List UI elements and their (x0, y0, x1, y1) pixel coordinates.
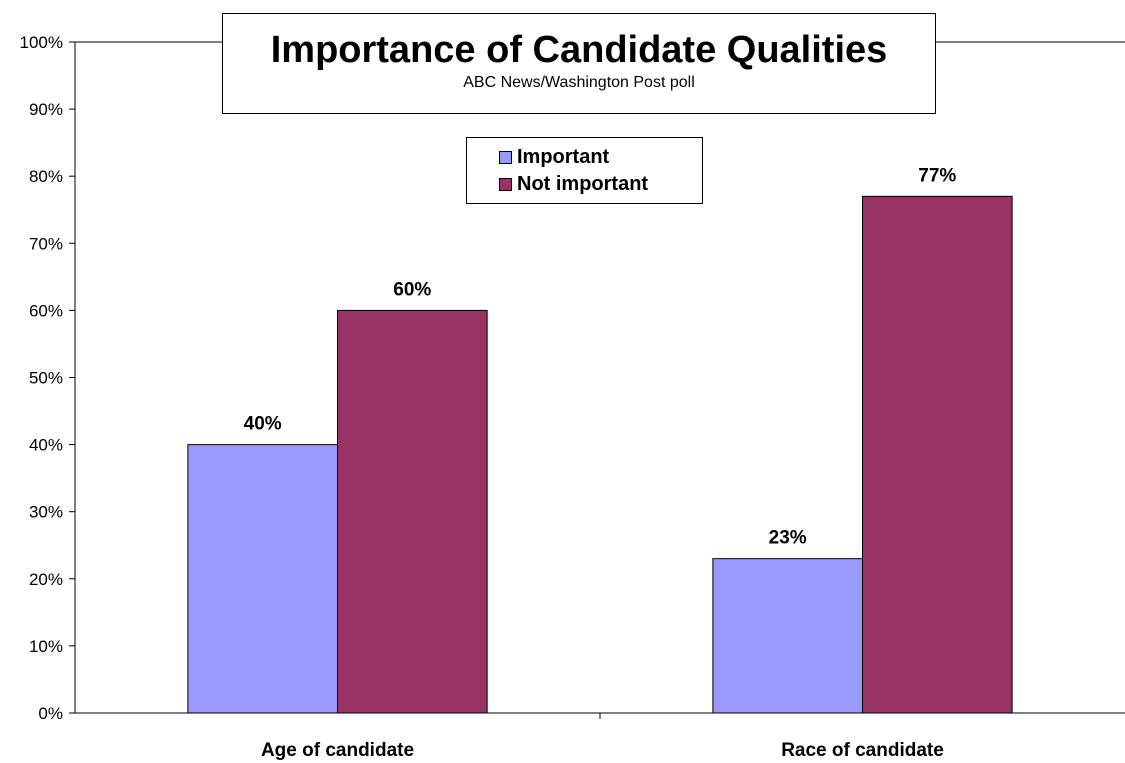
legend-label-important: Important (517, 146, 610, 168)
y-tick-label: 80% (29, 167, 63, 186)
legend-item-important: Important (499, 144, 702, 171)
y-tick-label: 0% (38, 704, 63, 723)
y-tick-label: 100% (20, 33, 63, 52)
data-label: 60% (393, 279, 431, 300)
legend-swatch-important (499, 151, 512, 164)
y-tick-label: 10% (29, 637, 63, 656)
data-label: 77% (918, 165, 956, 186)
legend-item-not-important: Not important (499, 171, 702, 198)
y-tick-label: 60% (29, 301, 63, 320)
legend-swatch-not-important (499, 178, 512, 191)
y-tick-label: 30% (29, 503, 63, 522)
x-tick-label: Race of candidate (781, 740, 944, 761)
x-tick-label: Age of candidate (261, 740, 414, 761)
y-tick-label: 40% (29, 436, 63, 455)
bar (862, 195, 1013, 714)
data-label: 40% (244, 414, 282, 435)
title-box: Importance of Candidate Qualities ABC Ne… (222, 13, 936, 114)
bar (712, 558, 863, 714)
bar (337, 309, 488, 714)
chart-title: Importance of Candidate Qualities (270, 29, 888, 71)
y-tick-label: 50% (29, 369, 63, 388)
y-tick-label: 20% (29, 570, 63, 589)
legend: Important Not important (466, 137, 703, 204)
chart-subtitle: ABC News/Washington Post poll (463, 74, 695, 91)
y-tick-label: 70% (29, 234, 63, 253)
bar (187, 444, 338, 714)
y-tick-label: 90% (29, 100, 63, 119)
data-label: 23% (769, 528, 807, 549)
legend-label-not-important: Not important (517, 173, 649, 195)
